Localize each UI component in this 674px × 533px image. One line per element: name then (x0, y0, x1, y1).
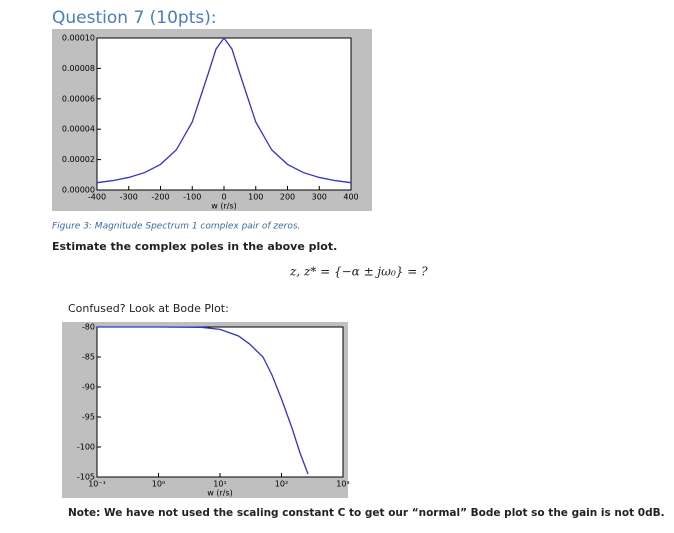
y-tick-label: -105 (77, 473, 95, 482)
x-tick-label: 0 (221, 193, 226, 202)
caption: Figure 3: Magnitude Spectrum 1 complex p… (52, 222, 300, 232)
line-series (96, 36, 352, 184)
x-tick-label: -100 (183, 193, 201, 202)
heading: Question 7 (10pts): (52, 8, 217, 28)
y-tick-label: -95 (82, 413, 95, 422)
y-tick-label: 0.00000 (62, 186, 95, 195)
y-tick-label: 0.00006 (62, 94, 95, 103)
plot-area (96, 37, 352, 191)
x-tick-label: 10² (275, 480, 288, 489)
x-tick-label: 10⁻¹ (88, 480, 106, 489)
note: Note: We have not used the scaling const… (68, 507, 665, 519)
y-tick-label: 0.00008 (62, 64, 95, 73)
x-tick-label: -200 (151, 193, 169, 202)
bode-prompt: Confused? Look at Bode Plot: (68, 302, 229, 315)
x-axis-label: w (r/s) (211, 202, 236, 211)
x-tick-label: 100 (248, 193, 263, 202)
y-tick-label: -85 (82, 353, 95, 362)
y-tick-label: 0.00004 (62, 125, 95, 134)
y-tick-label: -80 (82, 323, 95, 332)
x-tick-label: -300 (120, 193, 138, 202)
y-tick-label: 0.00002 (62, 155, 95, 164)
x-tick-label: -400 (88, 193, 106, 202)
plot-area (96, 326, 344, 478)
y-tick-label: -90 (82, 383, 95, 392)
x-tick-label: 10⁰ (152, 480, 165, 489)
equation: z, z* = {−α ± jω₀} = ? (289, 265, 428, 279)
line-series (97, 326, 309, 475)
x-tick-label: 300 (312, 193, 327, 202)
x-tick-label: 400 (343, 193, 358, 202)
x-axis-label: w (r/s) (207, 489, 232, 498)
prompt: Estimate the complex poles in the above … (52, 240, 337, 253)
y-tick-label: 0.00010 (62, 34, 95, 43)
x-tick-label: 10¹ (213, 480, 226, 489)
x-tick-label: 10³ (336, 480, 349, 489)
y-tick-label: -100 (77, 443, 95, 452)
x-tick-label: 200 (280, 193, 295, 202)
